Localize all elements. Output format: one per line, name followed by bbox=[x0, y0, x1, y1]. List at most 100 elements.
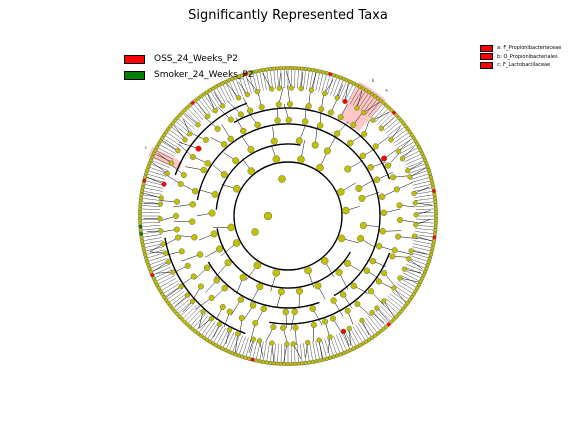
branch-edge bbox=[157, 153, 172, 164]
taxon-node bbox=[189, 201, 196, 208]
leaf-node bbox=[433, 199, 438, 204]
leaf-node bbox=[431, 185, 436, 190]
leaf-node bbox=[271, 66, 276, 71]
taxon-node bbox=[367, 164, 374, 171]
taxon-node bbox=[247, 146, 255, 154]
leaf-node bbox=[360, 341, 366, 346]
branch-edge bbox=[399, 277, 419, 283]
leaf-node bbox=[348, 79, 353, 85]
leaf-node bbox=[391, 316, 397, 322]
taxon-node bbox=[240, 127, 247, 135]
leaf-node bbox=[300, 361, 305, 366]
highlight-sector bbox=[148, 146, 183, 170]
leaf-node bbox=[289, 66, 294, 70]
leaf-node bbox=[405, 126, 411, 132]
taxon-node bbox=[309, 305, 316, 312]
taxon-node bbox=[173, 226, 180, 233]
leaf-node bbox=[430, 245, 435, 251]
taxon-node bbox=[339, 291, 347, 298]
leaf-node bbox=[324, 71, 330, 76]
group-legend: OSS_24_Weeks_P2 Smoker_24_Weeks_P2 bbox=[124, 51, 254, 83]
taxon-node bbox=[227, 116, 234, 123]
branch-edge bbox=[213, 92, 223, 107]
leaf-node bbox=[139, 192, 144, 197]
chart-title: Significantly Represented Taxa bbox=[188, 8, 388, 23]
taxon-node bbox=[220, 141, 228, 148]
leaf-node bbox=[334, 74, 340, 79]
branch-edge bbox=[414, 235, 432, 242]
taxon-node bbox=[295, 287, 303, 295]
leaf-node bbox=[341, 76, 347, 82]
leaf-node bbox=[418, 279, 424, 284]
leaf-node bbox=[264, 360, 269, 365]
leaf-node bbox=[324, 356, 330, 361]
taxon-node bbox=[337, 114, 344, 121]
taxon-node bbox=[162, 250, 169, 256]
taxon-node bbox=[305, 102, 312, 109]
clade-ring-arcs bbox=[164, 102, 391, 335]
leaf-node bbox=[431, 242, 436, 247]
taxon-node bbox=[175, 234, 182, 241]
taxon-node bbox=[200, 166, 207, 174]
taxon-node bbox=[375, 243, 383, 250]
taxon-node bbox=[269, 340, 275, 346]
leaf-node bbox=[182, 319, 188, 325]
leaf-node bbox=[286, 362, 290, 366]
taxon-node bbox=[177, 180, 184, 187]
taxon-node bbox=[157, 201, 164, 207]
leaf-node bbox=[419, 151, 425, 156]
taxon-node bbox=[295, 137, 303, 145]
taxon-node bbox=[275, 101, 282, 108]
taxon-node bbox=[305, 339, 311, 346]
leaf-node bbox=[398, 118, 404, 124]
legend-label: b: O_Propionibacteriales bbox=[497, 53, 558, 60]
leaf-node bbox=[424, 161, 429, 166]
taxon-node bbox=[310, 321, 317, 328]
leaf-node bbox=[226, 349, 232, 354]
branch-edge bbox=[226, 83, 239, 99]
leaf-node bbox=[383, 102, 389, 108]
taxon-node bbox=[161, 181, 167, 187]
taxon-node bbox=[168, 160, 175, 166]
leaf-node bbox=[433, 203, 438, 208]
leaf-node bbox=[351, 346, 356, 352]
taxon-node bbox=[373, 176, 381, 183]
leaf-node bbox=[321, 357, 326, 362]
leaf-node bbox=[310, 68, 315, 73]
taxon-node bbox=[182, 137, 188, 143]
leaf-node bbox=[282, 362, 287, 366]
leaf-node bbox=[428, 174, 433, 180]
taxon-node bbox=[344, 307, 351, 314]
taxon-node bbox=[250, 336, 257, 342]
leaf-node bbox=[275, 66, 280, 71]
leaf-node bbox=[138, 210, 142, 215]
leaf-node bbox=[429, 178, 434, 183]
taxon-node bbox=[291, 308, 298, 315]
branch-edge bbox=[384, 273, 397, 288]
taxon-node bbox=[380, 209, 388, 216]
leaf-node bbox=[246, 71, 252, 76]
leaf-node bbox=[405, 300, 411, 306]
leaf-node bbox=[354, 344, 360, 350]
taxon-node bbox=[247, 107, 254, 114]
leaf-node bbox=[243, 72, 248, 77]
legend-label: c: F_Lactobacillaceae bbox=[497, 62, 551, 69]
leaf-node bbox=[268, 360, 273, 365]
taxon-node bbox=[235, 331, 241, 337]
taxon-node bbox=[226, 327, 233, 333]
leaf-node bbox=[187, 102, 193, 108]
leaf-node bbox=[156, 141, 162, 147]
leaf-node bbox=[151, 151, 157, 156]
leaf-node bbox=[357, 342, 363, 348]
branch-edge bbox=[344, 82, 349, 102]
leaf-node bbox=[386, 105, 392, 111]
taxon-node bbox=[374, 305, 380, 311]
taxon-node bbox=[336, 188, 345, 196]
leaf-node bbox=[177, 112, 183, 118]
taxon-node bbox=[343, 259, 351, 267]
taxon-node bbox=[253, 261, 262, 270]
legend-label: Smoker_24_Weeks_P2 bbox=[154, 70, 254, 80]
taxon-node bbox=[341, 206, 350, 215]
leaf-node bbox=[165, 126, 171, 132]
branch-edge bbox=[383, 300, 395, 319]
